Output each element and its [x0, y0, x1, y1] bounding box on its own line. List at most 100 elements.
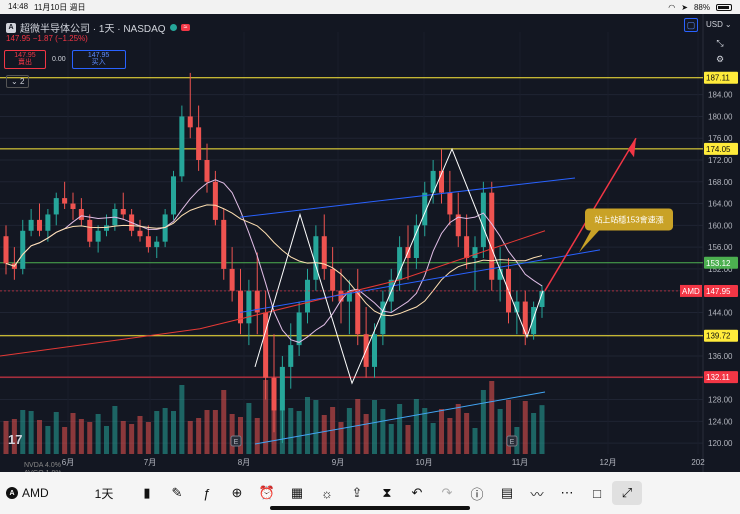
chart-area[interactable]: 120.00124.00128.00132.00136.00140.00144.… — [0, 14, 740, 472]
channel-upper-line — [239, 177, 576, 218]
price-axis-label-bg — [704, 284, 738, 297]
wifi-icon: ◠ — [668, 2, 676, 12]
candle-body — [20, 230, 26, 269]
volume-bar — [522, 401, 528, 454]
symbol-tag: AMD — [682, 287, 700, 296]
price-axis-label: 147.95 — [706, 287, 731, 296]
more-button[interactable]: ⋯ — [552, 481, 582, 505]
redo-button[interactable]: ↷ — [432, 481, 462, 505]
candle-body — [422, 192, 428, 226]
x-tick-label: 10月 — [416, 458, 433, 467]
replay-button[interactable]: ⧗ — [372, 481, 402, 505]
indicator-collapse-button[interactable]: ⌄ 2 — [6, 75, 30, 88]
volume-bar — [304, 397, 311, 454]
candle-body — [70, 203, 76, 209]
add-button[interactable]: ⊕ — [222, 481, 252, 505]
candle-body — [254, 290, 260, 313]
interval-button[interactable]: 1天 — [76, 481, 132, 505]
y-tick-label: 128.00 — [708, 396, 733, 405]
collapse-fullscreen-button[interactable]: ⤢ — [612, 481, 642, 505]
volume-bar — [371, 400, 378, 454]
alert-button[interactable]: ⏰ — [252, 481, 282, 505]
annotation-text: 站上站穩153會速漲 — [594, 214, 663, 224]
currency-label: USD — [706, 20, 723, 29]
buy-label: 买入 — [91, 59, 106, 67]
price-axis-label: 187.11 — [706, 74, 730, 83]
candle-body — [53, 198, 59, 215]
volume-bar — [279, 410, 285, 454]
candle-body — [355, 290, 361, 335]
share-button[interactable]: ⇪ — [342, 481, 372, 505]
volume-bar — [296, 411, 302, 454]
compare-button[interactable]: 〰 — [522, 481, 552, 505]
annotation-bubble — [585, 208, 673, 231]
candle-body — [522, 301, 528, 335]
x-tick-label: 9月 — [332, 458, 344, 467]
volume-bar — [380, 409, 386, 454]
replay-icon: ⧗ — [382, 485, 392, 500]
candle-body — [212, 181, 218, 220]
indicators-button[interactable]: ƒ — [192, 481, 222, 505]
price-axis-label-bg — [704, 256, 738, 269]
x-tick-label: 202 — [691, 458, 705, 467]
y-tick-label: 176.00 — [708, 134, 733, 143]
sell-button[interactable]: 147.95 賣出 — [4, 50, 46, 69]
candle-body — [296, 312, 302, 346]
x-tick-label: 11月 — [512, 458, 528, 467]
layout-button[interactable]: ▦ — [282, 481, 312, 505]
battery-fill — [718, 5, 729, 9]
volume-bar — [45, 426, 51, 454]
price-axis-label-bg — [704, 329, 738, 342]
status-time: 14:48 — [8, 1, 29, 11]
volume-bar — [505, 400, 512, 454]
candle-body — [221, 219, 227, 269]
chart-type-button[interactable]: ▮ — [132, 481, 162, 505]
volume-bar — [539, 405, 545, 454]
location-icon: ➤ — [681, 2, 688, 12]
price-chart[interactable]: 120.00124.00128.00132.00136.00140.00144.… — [0, 14, 740, 472]
candle-body — [447, 192, 453, 215]
candle-body — [489, 192, 495, 280]
buy-price: 147.95 — [87, 52, 110, 59]
volume-bar — [531, 413, 537, 454]
symbol-search-button[interactable]: A AMD — [6, 481, 76, 505]
candle-body — [263, 312, 269, 378]
volume-bar — [62, 427, 68, 454]
drawing-button[interactable]: ✎ — [162, 481, 192, 505]
bottom-toolbar: A AMD 1天 ▮ ✎ ƒ ⊕ ⏰ ▦ ☼ ⇪ ⧗ ↶ ↷ ⓘ ▤ 〰 ⋯ □… — [0, 472, 740, 514]
volume-bar — [388, 424, 394, 454]
financials-button[interactable]: ▤ — [492, 481, 522, 505]
undo-button[interactable]: ↶ — [402, 481, 432, 505]
battery-text: 88% — [693, 2, 710, 12]
candle-body — [380, 301, 386, 335]
volume-bar — [187, 421, 193, 454]
window-button[interactable]: □ — [582, 481, 612, 505]
candle-body — [62, 198, 68, 204]
bar-chart-icon: ▤ — [500, 485, 514, 500]
candle-body — [196, 127, 202, 160]
candle-body — [204, 160, 210, 182]
channel-lower-line — [239, 249, 601, 313]
fullscreen-button[interactable]: ⤡ — [713, 36, 727, 50]
currency-selector[interactable]: USD ⌄ — [706, 20, 732, 29]
buy-button[interactable]: 147.95 买入 — [71, 50, 126, 69]
volume-bar — [438, 409, 445, 454]
fx-icon: ƒ — [203, 485, 211, 501]
price-axis-label-bg — [704, 71, 738, 84]
settings-button[interactable]: ⚙ — [713, 52, 727, 66]
symbol-header: A 超微半导体公司 · 1天 · NASDAQ ≈ — [6, 20, 191, 35]
ideas-button[interactable]: ☼ — [312, 481, 342, 505]
price-change: 147.95 −1.87 (−1.25%) — [6, 34, 88, 43]
spread-value: 0.00 — [52, 55, 66, 63]
y-tick-label: 160.00 — [708, 221, 733, 230]
info-button[interactable]: ⓘ — [462, 481, 492, 505]
battery-icon — [716, 3, 732, 11]
volume-bar — [397, 404, 403, 454]
snapshot-button[interactable]: ▢ — [684, 18, 698, 32]
price-axis-label: 153.12 — [706, 259, 731, 268]
status-date: 11月10日 週日 — [34, 2, 86, 12]
volume-trend-line — [254, 391, 546, 445]
volume-bar — [212, 410, 218, 454]
line-chart-icon: 〰 — [530, 486, 544, 502]
volume-bar — [112, 406, 118, 454]
